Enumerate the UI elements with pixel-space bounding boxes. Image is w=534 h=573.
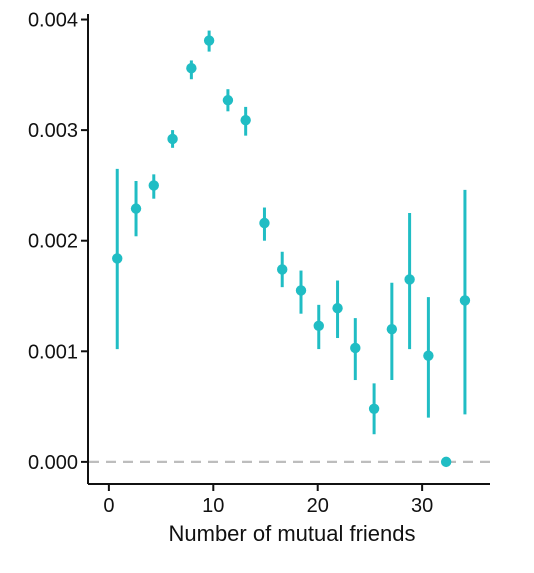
data-point [130, 203, 142, 214]
data-point [222, 95, 234, 106]
data-point [459, 295, 471, 306]
data-point [295, 285, 307, 296]
data-point [404, 274, 415, 285]
data-point [167, 133, 178, 145]
x-tick-label: 0 [103, 495, 114, 517]
y-tick-label: 0.001 [28, 341, 78, 363]
data-point [313, 320, 324, 332]
data-point [259, 217, 270, 229]
y-tick-label: 0.003 [28, 120, 78, 142]
axis-layer [81, 14, 490, 491]
data-point [386, 323, 398, 335]
x-tick-label: 20 [307, 495, 329, 517]
x-tick-label: 10 [202, 495, 224, 517]
x-axis-title: Number of mutual friends [169, 521, 416, 546]
data-point [112, 253, 123, 264]
y-tick-label: 0.002 [28, 231, 78, 253]
x-tick-label: 30 [411, 495, 433, 517]
data-point [440, 456, 452, 468]
data-point [148, 180, 159, 191]
data-point [277, 264, 288, 275]
y-tick-label: 0.000 [28, 452, 78, 474]
data-point [332, 302, 343, 314]
data-point [240, 114, 251, 126]
point-layer [112, 35, 471, 468]
tick-label-layer: 0.000 0.001 0.002 0.003 0.004 0 10 20 30 [28, 10, 433, 517]
data-point [368, 403, 380, 414]
error-bar-layer [115, 30, 467, 435]
y-tick-label: 0.004 [28, 10, 78, 32]
data-point [203, 35, 215, 46]
data-point [423, 350, 434, 361]
data-point [350, 342, 361, 354]
data-point [186, 62, 197, 74]
